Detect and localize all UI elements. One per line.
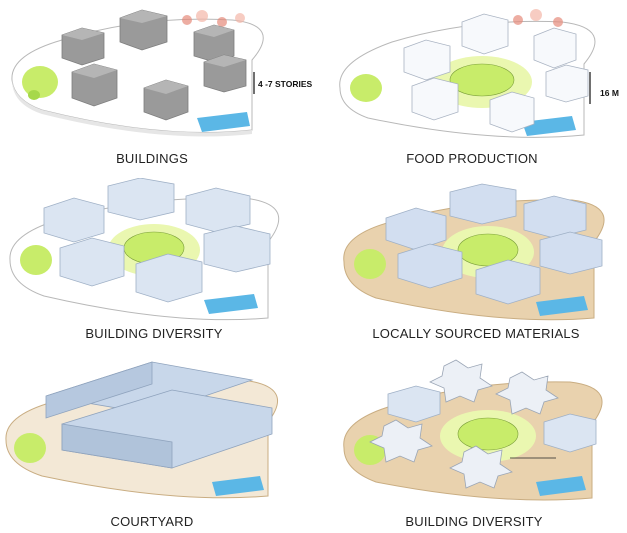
- green-trees: [22, 66, 58, 100]
- caption-building-diversity-1: BUILDING DIVERSITY: [85, 326, 223, 341]
- coral-trees: [182, 10, 245, 27]
- green-trees: [354, 249, 386, 279]
- buildings-diagram: [11, 9, 264, 137]
- courtyard-building: [45, 361, 273, 469]
- stories-annotation: 4 -7 STORIES: [258, 79, 313, 89]
- white-building-blocks: [403, 13, 589, 133]
- panel-food-production: 16 M FOOD PRODUCTION: [322, 0, 622, 175]
- pool: [536, 296, 588, 316]
- panel-locally-sourced-materials: LOCALLY SOURCED MATERIALS: [326, 178, 626, 353]
- pool: [197, 112, 250, 132]
- courtyard-diagram: [5, 361, 278, 499]
- green-trees: [20, 245, 52, 275]
- caption-locally-sourced-materials: LOCALLY SOURCED MATERIALS: [372, 326, 580, 341]
- hex-building-blocks: [387, 385, 597, 453]
- pool: [212, 476, 264, 496]
- building-diversity-2-diagram: [343, 359, 603, 501]
- caption-food-production: FOOD PRODUCTION: [406, 151, 538, 166]
- panel-building-diversity-2: BUILDING DIVERSITY: [324, 358, 624, 533]
- pool: [536, 476, 586, 496]
- pool: [522, 116, 576, 136]
- building-diversity-diagram: [9, 178, 280, 321]
- coral-trees: [513, 9, 563, 27]
- panel-courtyard: COURTYARD: [2, 358, 302, 533]
- caption-courtyard: COURTYARD: [110, 514, 194, 529]
- caption-building-diversity-2: BUILDING DIVERSITY: [405, 514, 543, 529]
- panel-building-diversity-1: BUILDING DIVERSITY: [4, 178, 304, 353]
- dome: [449, 63, 515, 97]
- food-production-diagram: [339, 9, 596, 138]
- locally-sourced-materials-diagram: [343, 183, 605, 321]
- blue-building-blocks: [43, 178, 271, 303]
- star-building-blocks: [369, 359, 559, 489]
- pool: [204, 294, 258, 314]
- green-trees: [14, 433, 46, 463]
- dome: [457, 417, 519, 451]
- green-trees: [350, 74, 382, 102]
- panel-buildings: 4 -7 STORIES BUILDINGS: [2, 0, 312, 175]
- height-annotation: 16 M: [600, 88, 619, 98]
- caption-buildings: BUILDINGS: [116, 151, 188, 166]
- blue-building-blocks: [385, 183, 603, 305]
